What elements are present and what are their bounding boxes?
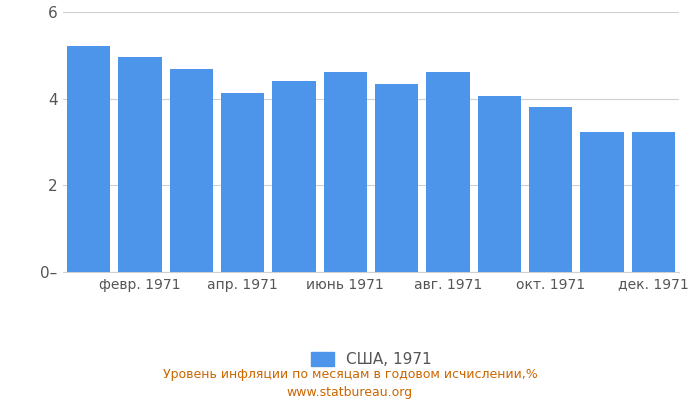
Bar	[375, 84, 419, 272]
Text: Уровень инфляции по месяцам в годовом исчислении,%: Уровень инфляции по месяцам в годовом ис…	[162, 368, 538, 381]
Bar	[477, 96, 521, 272]
Bar	[66, 46, 111, 272]
Legend: США, 1971: США, 1971	[304, 346, 438, 374]
Bar	[169, 69, 213, 272]
Bar	[580, 132, 624, 272]
Text: www.statbureau.org: www.statbureau.org	[287, 386, 413, 399]
Bar	[221, 93, 265, 272]
Bar	[426, 72, 470, 272]
Bar	[272, 81, 316, 272]
Bar	[118, 57, 162, 272]
Bar	[631, 132, 675, 272]
Bar	[528, 107, 573, 272]
Bar	[323, 72, 367, 272]
